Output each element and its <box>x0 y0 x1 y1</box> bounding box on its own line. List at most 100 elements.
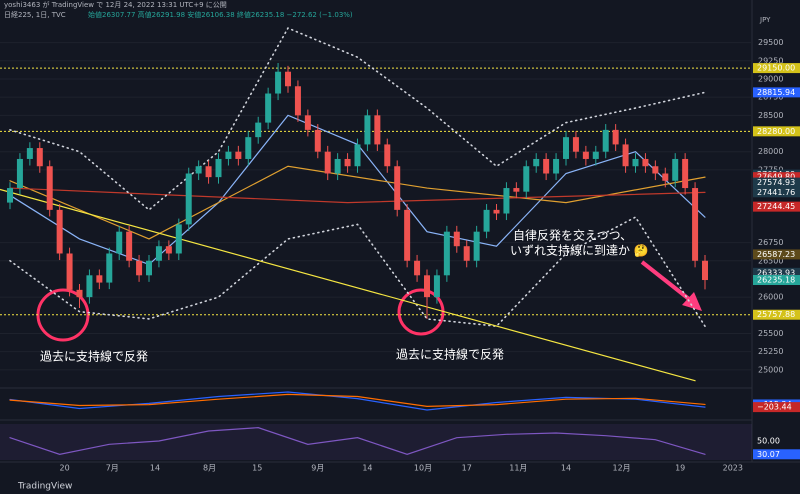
price-label-bg <box>753 172 800 183</box>
candle-body <box>225 151 232 159</box>
x-tick-label: 10月 <box>414 464 432 473</box>
candle-body <box>275 71 282 94</box>
candle-body <box>285 71 291 87</box>
candle-body <box>483 209 490 232</box>
y-tick-label: 28500 <box>758 111 783 120</box>
x-tick-label: 14 <box>362 464 372 473</box>
price-label-bg <box>753 126 800 137</box>
candle-body <box>36 148 43 167</box>
candle-body <box>563 137 569 159</box>
price-label-bg <box>753 187 800 198</box>
candle-body <box>463 246 470 261</box>
candle-body <box>185 173 192 225</box>
candle-body <box>354 144 361 167</box>
overlay-line <box>0 188 696 382</box>
candle-body <box>692 188 699 261</box>
y-tick-label: 26500 <box>758 256 783 265</box>
candle-body <box>652 166 659 174</box>
candle-body <box>136 260 143 276</box>
candle-body <box>175 224 182 254</box>
x-tick-label: 11月 <box>509 464 527 473</box>
y-tick-label: 26000 <box>758 293 783 302</box>
candle-body <box>46 166 53 210</box>
rsi-line <box>9 427 706 455</box>
candle-body <box>265 93 272 123</box>
candle-body <box>473 231 480 261</box>
price-label: 27441.76 <box>757 188 795 197</box>
candle-body <box>56 209 63 254</box>
candle-body <box>622 144 629 167</box>
ohlc: 始値26307.77 高値26291.98 安値26106.38 終値26235… <box>88 10 353 19</box>
candle-body <box>374 115 381 145</box>
candle-body <box>106 253 113 283</box>
price-label: 27574.93 <box>757 178 795 187</box>
candle-body <box>424 275 430 298</box>
currency: JPY <box>759 16 771 24</box>
price-label-bg <box>753 436 800 446</box>
x-tick-label: 14 <box>150 464 160 473</box>
annotation: 自律反発を交えつつ、 <box>513 228 632 243</box>
candle-body <box>235 151 242 159</box>
overlay-line <box>9 27 706 211</box>
price-label: 50.00 <box>757 437 780 446</box>
candle-body <box>146 260 152 276</box>
candle-body <box>433 275 440 298</box>
price-label-bg <box>753 201 800 212</box>
price-label-bg <box>753 63 800 74</box>
candle-body <box>553 158 560 174</box>
candle-body <box>66 253 73 290</box>
price-label-bg <box>753 249 800 260</box>
x-tick-label: 15 <box>252 464 262 473</box>
x-tick-label: 19 <box>675 464 685 473</box>
x-tick-label: 7月 <box>106 464 119 473</box>
overlay-line <box>9 165 706 240</box>
candle-body <box>26 148 33 159</box>
candle-body <box>414 260 421 276</box>
candle-body <box>523 166 530 192</box>
candle-body <box>453 231 460 247</box>
x-tick-label: 12月 <box>613 464 631 473</box>
candle-body <box>205 166 212 178</box>
candle-body <box>582 151 589 159</box>
price-label-bg <box>753 177 800 188</box>
price-label: 29150.00 <box>757 64 795 73</box>
candle-body <box>602 129 609 152</box>
candle-body <box>384 144 391 167</box>
candle-body <box>165 246 172 254</box>
candle-body <box>443 231 450 276</box>
y-tick-label: 29000 <box>758 74 783 83</box>
y-tick-label: 29500 <box>758 38 783 47</box>
footer-logo: TradingView <box>17 482 72 492</box>
price-label-bg <box>753 449 800 460</box>
annotation: 過去に支持線で反発 <box>396 347 504 362</box>
overlay-line <box>9 216 706 328</box>
candle-body <box>16 158 23 189</box>
candle-body <box>155 246 162 261</box>
symbol: 日経225, 1日, TVC <box>4 10 66 19</box>
price-label-bg <box>753 309 800 320</box>
y-tick-label: 28000 <box>758 147 783 156</box>
x-tick-label: 8月 <box>203 464 216 473</box>
candle-body <box>533 158 540 167</box>
price-label: 30.07 <box>757 450 780 459</box>
candle-body <box>116 231 123 254</box>
candle-body <box>255 122 262 138</box>
candle-body <box>7 188 13 203</box>
candle-body <box>503 188 510 214</box>
candle-body <box>513 188 520 192</box>
x-tick-label: 2023 <box>723 464 743 473</box>
candle-body <box>86 275 93 298</box>
candle-body <box>195 166 202 174</box>
candle-body <box>672 158 679 181</box>
candle-body <box>364 115 371 145</box>
x-tick-label: 17 <box>462 464 472 473</box>
price-label: 27244.45 <box>757 202 795 211</box>
candle-body <box>682 158 689 189</box>
candle-body <box>642 158 649 167</box>
y-tick-label: 25000 <box>758 365 783 374</box>
price-label-bg <box>753 267 800 278</box>
candle-body <box>592 151 599 159</box>
rsi-band <box>0 424 752 460</box>
signal-line <box>9 393 706 408</box>
candle-body <box>304 115 311 130</box>
